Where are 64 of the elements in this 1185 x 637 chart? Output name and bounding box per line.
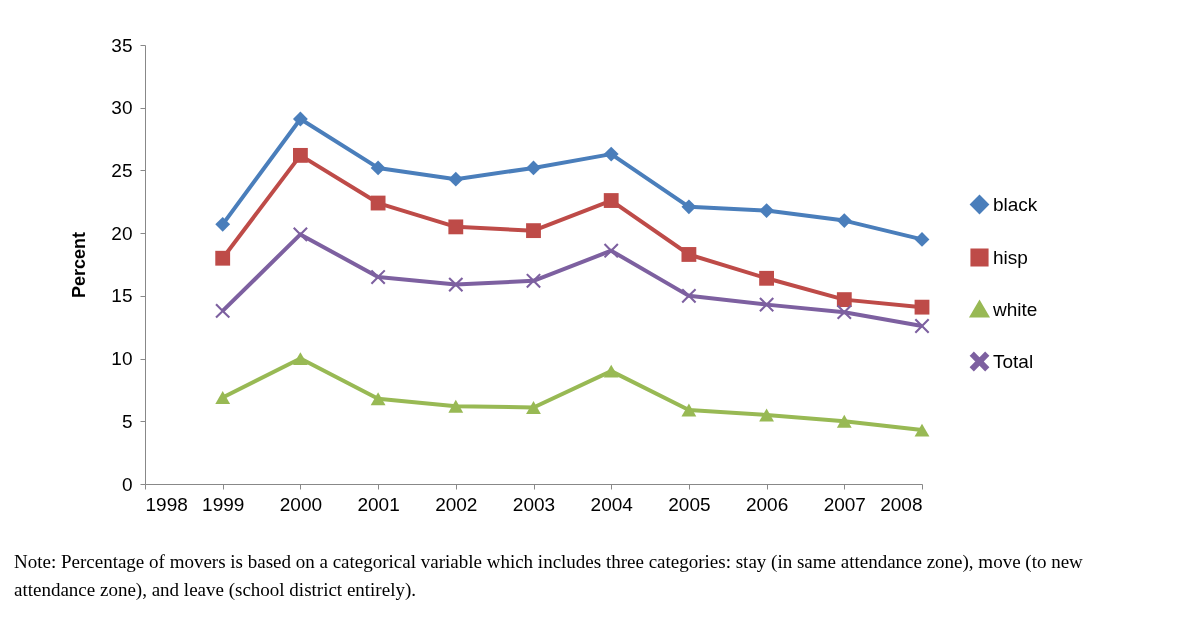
point bbox=[448, 277, 464, 292]
x-tick-label: 2004 bbox=[590, 493, 634, 515]
point bbox=[215, 391, 231, 404]
y-tick-label: 35 bbox=[111, 34, 133, 56]
y-tick-label: 0 bbox=[121, 473, 133, 495]
x-tick-label: 2002 bbox=[435, 493, 478, 515]
y-axis-title: Percent bbox=[69, 231, 90, 299]
point bbox=[292, 226, 308, 242]
point bbox=[603, 193, 619, 208]
text: Note: Percentage of movers is based on a categorical variable which includes three categories: stay (in same attendance zone), move (to new attendance zone), and leave (school district entirely). bbox=[14, 550, 1084, 602]
legend-label: hisp bbox=[993, 246, 1028, 268]
point bbox=[759, 297, 775, 313]
y-tick-label: 15 bbox=[111, 285, 133, 307]
point bbox=[836, 292, 852, 308]
point bbox=[526, 401, 541, 414]
x-tick-label: 2000 bbox=[279, 493, 323, 515]
point bbox=[292, 352, 308, 365]
point bbox=[681, 288, 697, 304]
point bbox=[526, 160, 541, 176]
point bbox=[370, 160, 386, 176]
legend-label: black bbox=[993, 193, 1038, 215]
point bbox=[448, 399, 464, 413]
x-tick-label: 2006 bbox=[745, 493, 789, 515]
point bbox=[836, 213, 852, 229]
x-tick-label: 2001 bbox=[357, 493, 400, 515]
point bbox=[292, 147, 308, 163]
y-tick-label: 5 bbox=[121, 410, 133, 432]
point bbox=[914, 232, 930, 247]
point bbox=[914, 318, 930, 334]
point bbox=[215, 216, 231, 232]
point bbox=[759, 408, 775, 422]
point bbox=[759, 203, 775, 218]
point bbox=[370, 195, 386, 211]
y-tick-label: 10 bbox=[111, 348, 133, 370]
point bbox=[681, 403, 697, 417]
point bbox=[836, 304, 852, 320]
point bbox=[603, 146, 619, 162]
point bbox=[448, 219, 464, 235]
legend-label: white bbox=[992, 298, 1038, 320]
x-tick-label: 1998 bbox=[145, 493, 188, 515]
x-tick-label: 2005 bbox=[668, 493, 711, 515]
point bbox=[759, 270, 775, 286]
point bbox=[370, 392, 386, 406]
legend-label: Total bbox=[993, 350, 1034, 372]
point bbox=[914, 299, 930, 315]
y-tick-label: 25 bbox=[111, 159, 133, 181]
point bbox=[448, 171, 464, 187]
x-tick-label: 2003 bbox=[512, 493, 556, 515]
point bbox=[526, 223, 541, 239]
x-tick-label: 1999 bbox=[202, 493, 245, 515]
point bbox=[526, 273, 541, 289]
point bbox=[603, 364, 619, 378]
x-tick-label: 2007 bbox=[823, 493, 866, 515]
point bbox=[292, 111, 308, 127]
point bbox=[215, 303, 231, 319]
point bbox=[370, 269, 386, 285]
point bbox=[681, 199, 697, 215]
point bbox=[836, 414, 852, 428]
x-tick-label: 2008 bbox=[880, 493, 923, 515]
point bbox=[215, 250, 231, 266]
y-tick-label: 30 bbox=[111, 97, 133, 119]
point bbox=[681, 247, 697, 262]
point bbox=[914, 423, 930, 437]
y-tick-label: 20 bbox=[111, 222, 133, 244]
